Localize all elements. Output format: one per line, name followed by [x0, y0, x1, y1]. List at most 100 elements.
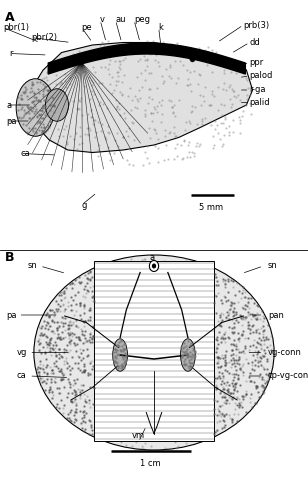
- Point: [183, 342, 188, 350]
- Point: [246, 334, 251, 342]
- Point: [45, 90, 50, 98]
- Point: [119, 366, 124, 374]
- Point: [33, 93, 38, 101]
- Point: [102, 42, 107, 50]
- Point: [63, 319, 67, 327]
- Point: [73, 416, 78, 424]
- Point: [69, 301, 74, 309]
- Point: [131, 298, 136, 306]
- Point: [207, 308, 212, 316]
- Point: [99, 314, 104, 322]
- Point: [183, 347, 188, 355]
- Point: [244, 100, 249, 108]
- Point: [59, 376, 64, 384]
- Point: [212, 396, 217, 404]
- Point: [60, 409, 65, 417]
- Point: [162, 132, 167, 140]
- Point: [92, 408, 97, 416]
- Point: [260, 317, 265, 325]
- Point: [240, 108, 245, 116]
- Point: [266, 372, 271, 380]
- Point: [19, 103, 24, 111]
- Point: [72, 341, 77, 349]
- Point: [117, 65, 122, 73]
- Point: [53, 352, 58, 360]
- Point: [254, 384, 259, 392]
- Point: [223, 113, 228, 121]
- Point: [264, 376, 269, 384]
- Point: [213, 376, 217, 384]
- Point: [189, 360, 194, 368]
- Point: [193, 401, 198, 409]
- Point: [32, 110, 37, 118]
- Point: [117, 57, 122, 65]
- Point: [15, 114, 20, 122]
- Ellipse shape: [190, 55, 195, 62]
- Point: [235, 336, 240, 344]
- Point: [113, 353, 118, 361]
- Point: [115, 68, 120, 76]
- Point: [32, 124, 37, 132]
- Point: [45, 340, 50, 347]
- Point: [77, 311, 82, 319]
- Point: [41, 342, 46, 350]
- Point: [228, 390, 233, 398]
- Point: [215, 317, 220, 325]
- Point: [218, 312, 223, 320]
- Point: [199, 290, 204, 298]
- Point: [91, 90, 96, 98]
- Point: [258, 361, 263, 369]
- Point: [204, 58, 209, 66]
- Point: [188, 356, 193, 364]
- Point: [243, 301, 248, 309]
- Point: [58, 318, 63, 326]
- Point: [136, 274, 140, 282]
- Point: [120, 362, 124, 370]
- Point: [38, 114, 43, 122]
- Point: [92, 116, 97, 124]
- Point: [247, 342, 252, 350]
- Point: [55, 57, 60, 65]
- Point: [156, 376, 160, 384]
- Point: [156, 58, 160, 66]
- Point: [212, 374, 217, 382]
- Point: [40, 322, 45, 330]
- Point: [221, 390, 226, 398]
- Point: [170, 285, 175, 293]
- Point: [116, 72, 121, 80]
- Point: [208, 56, 213, 64]
- Point: [51, 391, 55, 399]
- Text: B: B: [5, 251, 14, 264]
- Point: [66, 389, 71, 397]
- Point: [86, 399, 91, 407]
- Point: [165, 300, 170, 308]
- Point: [192, 368, 197, 376]
- Point: [69, 396, 74, 404]
- Point: [190, 344, 195, 352]
- Point: [150, 258, 155, 266]
- Point: [242, 305, 247, 313]
- Point: [37, 331, 42, 339]
- Point: [161, 156, 166, 164]
- Point: [152, 352, 156, 360]
- Point: [114, 348, 119, 356]
- Text: pe: pe: [82, 23, 92, 32]
- Point: [86, 416, 91, 424]
- Point: [243, 301, 248, 309]
- Point: [135, 104, 140, 112]
- Point: [41, 114, 46, 122]
- Point: [68, 306, 73, 314]
- Point: [28, 106, 33, 114]
- Point: [236, 348, 241, 356]
- Point: [88, 268, 93, 276]
- Point: [184, 342, 188, 350]
- Point: [191, 152, 196, 160]
- Point: [259, 306, 264, 314]
- Point: [65, 341, 70, 349]
- Point: [229, 102, 233, 110]
- Point: [72, 62, 77, 70]
- Point: [253, 314, 257, 322]
- Point: [55, 400, 60, 408]
- Point: [220, 410, 225, 418]
- Point: [152, 320, 156, 328]
